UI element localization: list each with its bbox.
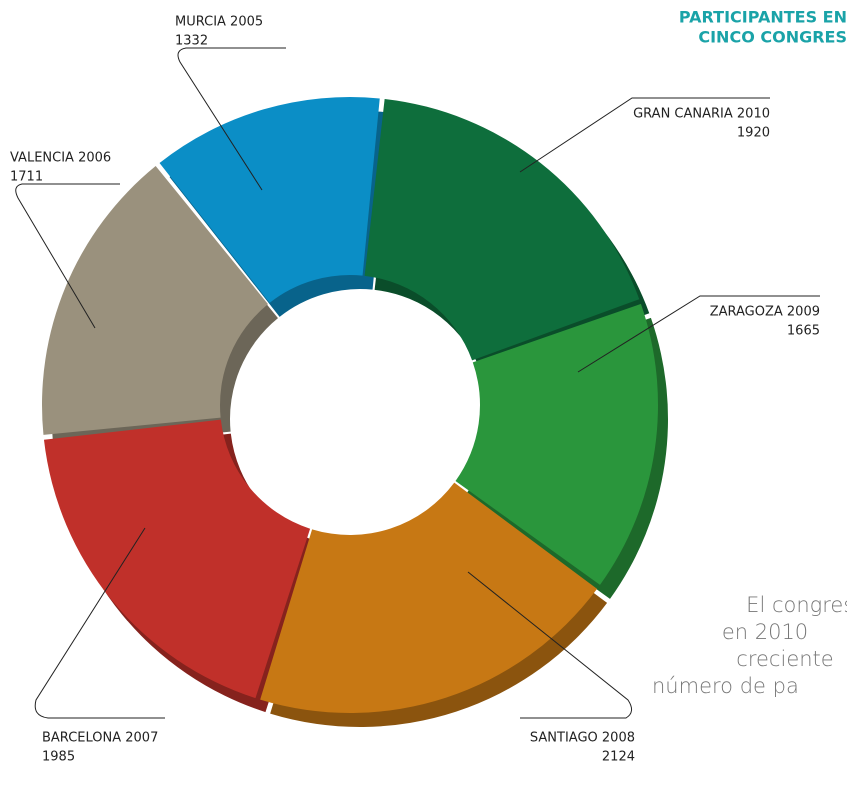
leader-line <box>467 571 632 719</box>
slice-label: BARCELONA 2007 <box>42 731 158 746</box>
donut <box>41 97 668 727</box>
slice <box>364 98 640 361</box>
leader-line <box>15 183 120 329</box>
value-label: 1920 <box>737 126 770 141</box>
chart-title: CINCO CONGRES <box>698 28 847 47</box>
slice-label: SANTIAGO 2008 <box>530 731 635 746</box>
leader-line <box>519 97 770 173</box>
slice <box>41 166 268 435</box>
note: número de pa <box>652 674 799 698</box>
value-label: 1665 <box>787 324 820 339</box>
leader-line <box>577 295 820 373</box>
note: El congreso ha <box>746 593 847 617</box>
slice-label: ZARAGOZA 2009 <box>710 305 820 320</box>
note: en 2010 <box>722 620 808 644</box>
value-label: 1711 <box>10 170 43 185</box>
leader-line <box>177 47 286 191</box>
slice <box>159 97 380 303</box>
value-label: 1985 <box>42 750 75 765</box>
leader-line <box>34 527 165 719</box>
slice-label: MURCIA 2005 <box>175 15 263 30</box>
slice <box>260 482 598 713</box>
chart-title: PARTICIPANTES EN <box>679 8 847 27</box>
slice <box>455 303 658 585</box>
value-label: 1332 <box>175 34 208 49</box>
value-label: 2124 <box>602 750 635 765</box>
slice-label: GRAN CANARIA 2010 <box>633 107 770 122</box>
slice <box>43 419 311 699</box>
note: creciente <box>736 647 833 671</box>
slice-label: VALENCIA 2006 <box>10 151 111 166</box>
